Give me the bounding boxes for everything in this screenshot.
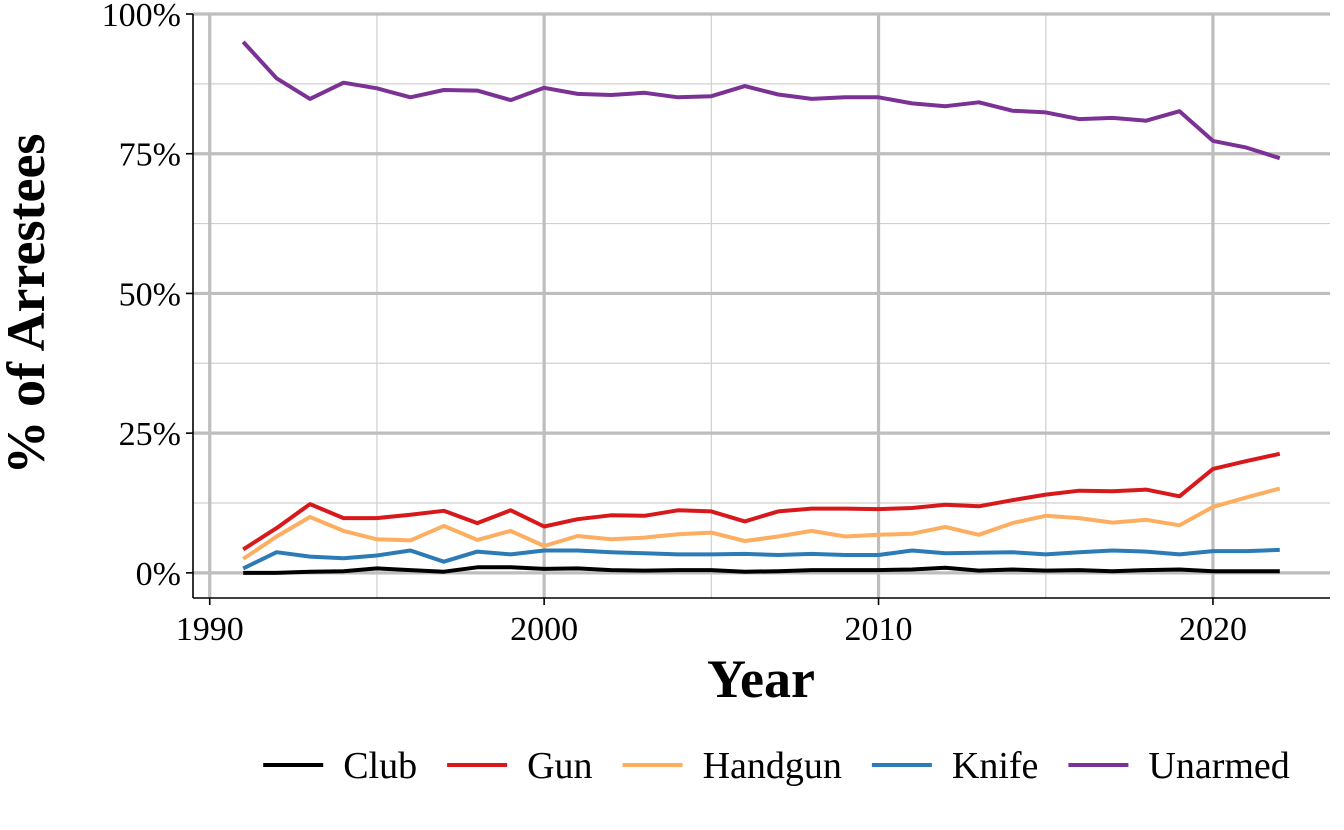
y-tick-label: 100%	[102, 0, 181, 34]
legend-label-unarmed: Unarmed	[1148, 745, 1289, 787]
y-tick-label: 0%	[136, 556, 181, 593]
series-line-unarmed	[241, 40, 1281, 161]
legend-label-knife: Knife	[952, 745, 1039, 787]
legend: Club Gun Handgun Knife Unarmed	[263, 745, 1290, 787]
x-tick-label: 1990	[176, 611, 244, 648]
y-ticks: 0% 25% 50% 75% 100%	[102, 0, 193, 593]
series-line-handgun	[242, 486, 1281, 561]
y-tick-label: 50%	[119, 276, 181, 313]
series-lines	[241, 40, 1281, 575]
legend-label-handgun: Handgun	[703, 745, 842, 787]
axes	[192, 14, 1330, 599]
x-tick-label: 2020	[1179, 611, 1247, 648]
legend-label-gun: Gun	[527, 745, 592, 787]
y-axis-title: % of Arrestees	[0, 134, 56, 475]
minor-gridlines	[193, 14, 1330, 598]
series-line-knife	[242, 547, 1280, 571]
series-line-gun	[242, 451, 1281, 552]
x-ticks: 1990 2000 2010 2020	[176, 598, 1247, 648]
y-tick-label: 75%	[119, 137, 181, 174]
series-line-club	[243, 565, 1280, 575]
x-axis-title: Year	[707, 649, 815, 709]
x-tick-label: 2010	[845, 611, 913, 648]
y-tick-label: 25%	[119, 416, 181, 453]
x-tick-label: 2000	[510, 611, 578, 648]
major-gridlines	[193, 12, 1330, 598]
legend-label-club: Club	[343, 745, 417, 787]
